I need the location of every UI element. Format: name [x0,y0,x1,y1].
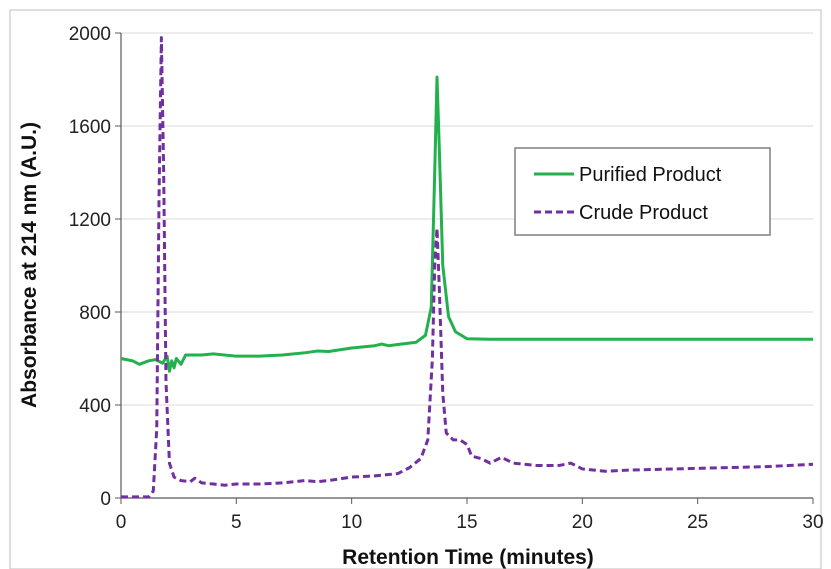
legend-label-crude-product: Crude Product [579,202,708,224]
x-tick-label: 30 [802,512,823,533]
y-axis-ticks: 0 400 800 1200 1600 2000 [69,24,121,510]
series-line-crude-product [121,36,814,499]
chart-frame [9,9,822,569]
series-line-purified-product [120,75,813,373]
x-tick-label: 20 [572,512,593,533]
x-tick-label: 5 [231,512,242,533]
x-tick-label: 10 [341,512,362,533]
legend: Purified Product Crude Product [514,147,771,236]
series-layer [120,36,814,499]
y-tick-label: 0 [100,489,111,510]
y-tick-label: 2000 [69,24,111,45]
legend-box [514,147,771,236]
y-tick-label: 400 [79,396,111,417]
x-axis-title: Retention Time (minutes) [342,546,594,569]
y-tick-label: 1200 [69,210,111,231]
x-tick-label: 25 [687,512,708,533]
y-axis-title: Absorbance at 214 nm (A.U.) [18,122,41,408]
legend-label-purified-product: Purified Product [579,164,722,186]
x-tick-label: 15 [456,512,477,533]
y-tick-label: 1600 [69,117,111,138]
x-axis-ticks: 0 5 10 15 20 25 30 [116,498,824,533]
x-tick-label: 0 [116,512,127,533]
y-tick-label: 800 [79,303,111,324]
